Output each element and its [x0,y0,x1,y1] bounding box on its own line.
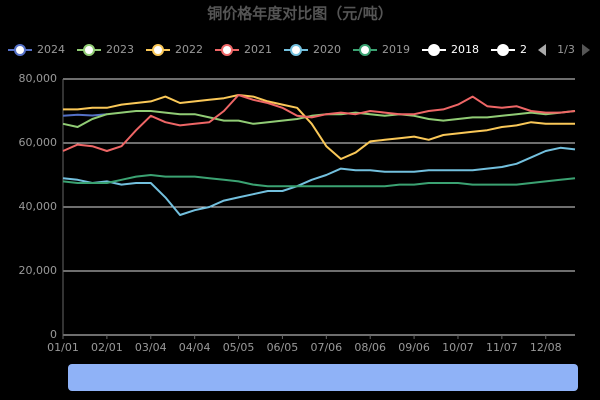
x-tick-label: 01/01 [47,341,79,354]
x-tick-label: 05/05 [223,341,255,354]
x-tick-label: 10/07 [442,341,474,354]
y-tick-label: 20,000 [19,264,58,277]
legend-label[interactable]: 2018 [451,43,479,56]
legend-label[interactable]: 2022 [175,43,203,56]
series-line [62,174,576,188]
chart-title: 铜价格年度对比图（元/吨） [207,5,392,23]
x-tick-label: 12/08 [530,341,562,354]
legend-icon [428,44,440,56]
legend-icon [221,44,233,56]
x-tick-label: 09/06 [398,341,430,354]
legend-icon [497,44,509,56]
series-line [62,94,576,152]
legend-icon [290,44,302,56]
legend-label[interactable]: 2 [520,43,527,56]
series-line [63,94,575,160]
legend-label[interactable]: 2024 [37,43,65,56]
legend-label[interactable]: 2021 [244,43,272,56]
y-tick-label: 60,000 [19,136,58,149]
series-line [62,113,107,117]
legend-icon [83,44,95,56]
zoom-slider[interactable] [68,364,578,391]
legend-page: 1/3 [557,43,575,56]
x-tick-label: 11/07 [486,341,518,354]
x-tick-label: 08/06 [354,341,386,354]
legend-prev[interactable] [538,44,546,56]
legend-icon [152,44,164,56]
x-tick-label: 02/01 [91,341,123,354]
legend-next[interactable] [582,44,590,56]
y-tick-label: 0 [50,328,57,341]
legend-label[interactable]: 2023 [106,43,134,56]
legend-label[interactable]: 2020 [313,43,341,56]
x-tick-label: 04/04 [179,341,211,354]
x-tick-label: 03/04 [135,341,167,354]
y-tick-label: 40,000 [19,200,58,213]
x-tick-label: 07/06 [310,341,342,354]
legend-icon [14,44,26,56]
x-tick-label: 06/05 [267,341,299,354]
legend-icon [359,44,371,56]
y-tick-label: 80,000 [19,72,58,85]
legend-label[interactable]: 2019 [382,43,410,56]
series-line [62,146,576,216]
